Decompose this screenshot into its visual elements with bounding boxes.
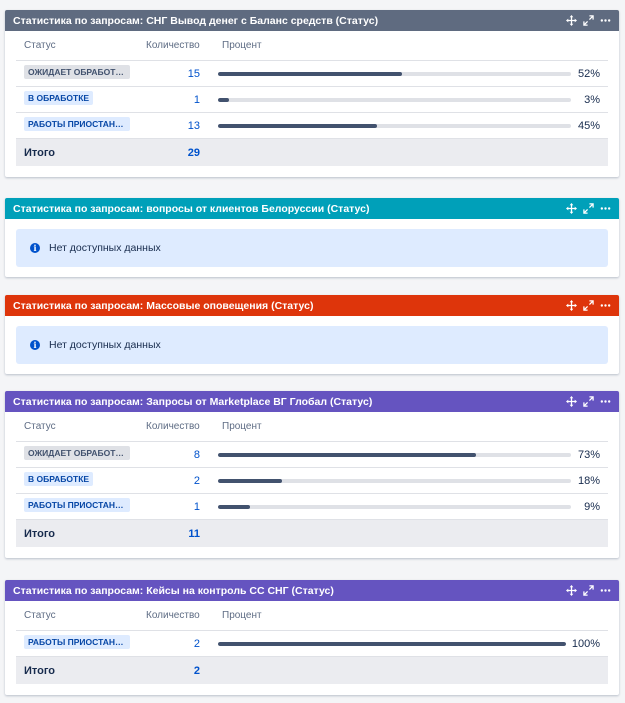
move-icon[interactable]	[566, 396, 577, 407]
expand-icon[interactable]	[583, 300, 594, 311]
count-column-header: Количество	[146, 610, 200, 621]
gadget-header[interactable]: Статистика по запросам: СНГ Вывод денег …	[5, 10, 619, 31]
table-header: Статус Количество Процент	[16, 412, 608, 442]
total-count-link[interactable]: 2	[193, 664, 200, 677]
status-lozenge: В ОБРАБОТКЕ	[24, 472, 94, 486]
gadget-header[interactable]: Статистика по запросам: Запросы от Marke…	[5, 391, 619, 412]
percent-bar	[218, 71, 571, 76]
status-column-header: Статус	[24, 421, 56, 432]
count-link[interactable]: 8	[193, 448, 200, 461]
count-column-header: Количество	[146, 421, 200, 432]
status-column-header: Статус	[24, 610, 56, 621]
status-lozenge: РАБОТЫ ПРИОСТАНОВЛЕНЫ	[24, 635, 130, 649]
more-icon[interactable]	[600, 203, 611, 214]
expand-icon[interactable]	[583, 15, 594, 26]
gadget-header[interactable]: Статистика по запросам: Массовые оповеще…	[5, 295, 619, 316]
table-row: ОЖИДАЕТ ОБРАБОТКИ 15 52%	[16, 61, 608, 87]
more-icon[interactable]	[600, 15, 611, 26]
no-data-message: i Нет доступных данных	[16, 326, 608, 364]
status-lozenge: ОЖИДАЕТ ОБРАБОТКИ	[24, 65, 130, 79]
no-data-text: Нет доступных данных	[49, 339, 161, 351]
move-icon[interactable]	[566, 203, 577, 214]
percent-bar	[218, 123, 571, 128]
percent-bar	[218, 452, 571, 457]
percent-value: 3%	[584, 93, 600, 106]
percent-value: 45%	[577, 119, 600, 132]
gadget-title: Статистика по запросам: Запросы от Marke…	[13, 395, 373, 408]
count-link[interactable]: 13	[187, 119, 200, 132]
no-data-text: Нет доступных данных	[49, 242, 161, 254]
percent-value: 9%	[584, 500, 600, 513]
more-icon[interactable]	[600, 585, 611, 596]
move-icon[interactable]	[566, 15, 577, 26]
percent-bar	[218, 504, 571, 509]
percent-bar	[218, 641, 566, 646]
status-lozenge: В ОБРАБОТКЕ	[24, 91, 94, 105]
expand-icon[interactable]	[583, 585, 594, 596]
count-link[interactable]: 2	[193, 474, 200, 487]
table-row: РАБОТЫ ПРИОСТАНОВЛЕНЫ 13 45%	[16, 113, 608, 139]
no-data-message: i Нет доступных данных	[16, 229, 608, 267]
count-link[interactable]: 1	[193, 500, 200, 513]
total-count-link[interactable]: 29	[187, 146, 200, 159]
percent-column-header: Процент	[222, 40, 262, 51]
total-row: Итого 2	[16, 657, 608, 684]
percent-bar	[218, 97, 571, 102]
more-icon[interactable]	[600, 396, 611, 407]
gadget-control-cases: Статистика по запросам: Кейсы на контрол…	[5, 580, 619, 695]
status-lozenge: РАБОТЫ ПРИОСТАНОВЛЕНЫ	[24, 117, 130, 131]
gadget-mass-notifications: Статистика по запросам: Массовые оповеще…	[5, 295, 619, 374]
info-icon: i	[30, 243, 40, 253]
expand-icon[interactable]	[583, 396, 594, 407]
status-lozenge: ОЖИДАЕТ ОБРАБОТКИ	[24, 446, 130, 460]
total-count-link[interactable]: 11	[188, 527, 200, 540]
table-row: ОЖИДАЕТ ОБРАБОТКИ 8 73%	[16, 442, 608, 468]
percent-value: 18%	[577, 474, 600, 487]
gadget-title: Статистика по запросам: Массовые оповеще…	[13, 299, 314, 312]
percent-value: 100%	[571, 637, 600, 650]
total-label: Итого	[24, 664, 56, 677]
table-header: Статус Количество Процент	[16, 601, 608, 631]
move-icon[interactable]	[566, 585, 577, 596]
table-row: В ОБРАБОТКЕ 1 3%	[16, 87, 608, 113]
table-header: Статус Количество Процент	[16, 31, 608, 61]
more-icon[interactable]	[600, 300, 611, 311]
move-icon[interactable]	[566, 300, 577, 311]
table-row: РАБОТЫ ПРИОСТАНОВЛЕНЫ 2 100%	[16, 631, 608, 657]
total-label: Итого	[24, 527, 56, 540]
gadget-marketplace-requests: Статистика по запросам: Запросы от Marke…	[5, 391, 619, 558]
info-icon: i	[30, 340, 40, 350]
table-row: РАБОТЫ ПРИОСТАНОВЛЕНЫ 1 9%	[16, 494, 608, 520]
gadget-title: Статистика по запросам: СНГ Вывод денег …	[13, 14, 379, 27]
total-row: Итого 29	[16, 139, 608, 166]
status-lozenge: РАБОТЫ ПРИОСТАНОВЛЕНЫ	[24, 498, 130, 512]
gadget-header[interactable]: Статистика по запросам: вопросы от клиен…	[5, 198, 619, 219]
gadget-header[interactable]: Статистика по запросам: Кейсы на контрол…	[5, 580, 619, 601]
count-link[interactable]: 2	[193, 637, 200, 650]
percent-value: 52%	[577, 67, 600, 80]
count-column-header: Количество	[146, 40, 200, 51]
count-link[interactable]: 15	[187, 67, 200, 80]
total-label: Итого	[24, 146, 56, 159]
percent-bar	[218, 478, 571, 483]
percent-column-header: Процент	[222, 421, 262, 432]
count-link[interactable]: 1	[193, 93, 200, 106]
gadget-title: Статистика по запросам: Кейсы на контрол…	[13, 584, 334, 597]
gadget-belarus-questions: Статистика по запросам: вопросы от клиен…	[5, 198, 619, 277]
gadget-cis-withdrawal: Статистика по запросам: СНГ Вывод денег …	[5, 10, 619, 177]
table-row: В ОБРАБОТКЕ 2 18%	[16, 468, 608, 494]
total-row: Итого 11	[16, 520, 608, 547]
gadget-title: Статистика по запросам: вопросы от клиен…	[13, 202, 370, 215]
percent-column-header: Процент	[222, 610, 262, 621]
percent-value: 73%	[577, 448, 600, 461]
status-column-header: Статус	[24, 40, 56, 51]
expand-icon[interactable]	[583, 203, 594, 214]
